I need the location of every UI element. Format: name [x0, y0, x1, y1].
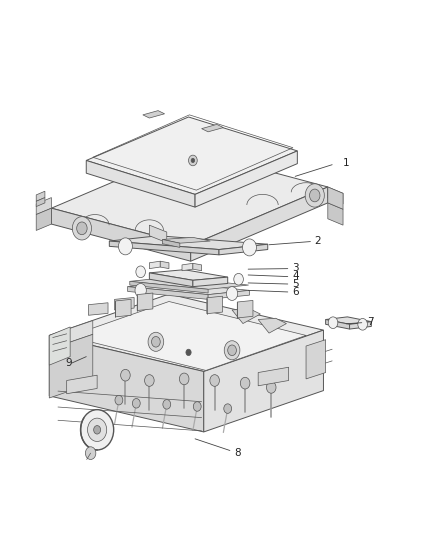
Circle shape	[152, 336, 160, 347]
Text: 2: 2	[315, 236, 321, 246]
Circle shape	[77, 222, 87, 235]
Polygon shape	[130, 277, 249, 289]
Circle shape	[310, 189, 320, 202]
Circle shape	[305, 184, 324, 207]
Polygon shape	[49, 334, 93, 398]
Polygon shape	[51, 150, 328, 245]
Text: 5: 5	[292, 279, 299, 289]
Text: 4: 4	[292, 271, 299, 281]
Polygon shape	[116, 300, 131, 317]
Text: 3: 3	[292, 263, 299, 273]
Circle shape	[163, 400, 171, 409]
Text: 1: 1	[343, 158, 350, 168]
Polygon shape	[110, 241, 219, 255]
Polygon shape	[328, 203, 343, 225]
Circle shape	[328, 317, 338, 328]
Polygon shape	[182, 263, 193, 271]
Circle shape	[358, 318, 367, 330]
Text: 6: 6	[292, 287, 299, 297]
Circle shape	[148, 332, 164, 351]
Polygon shape	[201, 124, 223, 132]
Polygon shape	[325, 317, 371, 324]
Circle shape	[72, 216, 92, 240]
Circle shape	[145, 375, 154, 386]
Polygon shape	[36, 208, 51, 230]
Polygon shape	[143, 111, 165, 118]
Text: 9: 9	[66, 358, 72, 368]
Circle shape	[188, 155, 197, 166]
Polygon shape	[328, 187, 343, 204]
Circle shape	[228, 345, 237, 356]
Circle shape	[85, 447, 96, 459]
Polygon shape	[162, 239, 180, 247]
Circle shape	[226, 287, 238, 301]
Polygon shape	[69, 302, 306, 370]
Polygon shape	[258, 318, 286, 333]
Circle shape	[234, 273, 244, 285]
Polygon shape	[49, 327, 70, 365]
Circle shape	[266, 382, 276, 393]
Polygon shape	[149, 273, 193, 287]
Polygon shape	[195, 151, 297, 207]
Polygon shape	[306, 340, 325, 379]
Polygon shape	[232, 309, 260, 324]
Polygon shape	[67, 375, 97, 394]
Circle shape	[240, 377, 250, 389]
Polygon shape	[219, 244, 268, 255]
Text: 7: 7	[367, 317, 374, 327]
Polygon shape	[325, 319, 350, 329]
Polygon shape	[193, 263, 201, 271]
Text: 8: 8	[234, 448, 241, 458]
Polygon shape	[350, 321, 371, 329]
Polygon shape	[115, 297, 134, 310]
Circle shape	[243, 239, 256, 256]
Circle shape	[94, 425, 101, 434]
Polygon shape	[36, 198, 51, 215]
Polygon shape	[86, 160, 195, 207]
Polygon shape	[208, 290, 250, 300]
Polygon shape	[36, 191, 45, 201]
Polygon shape	[137, 293, 153, 311]
Circle shape	[136, 266, 145, 278]
Polygon shape	[130, 281, 208, 293]
Circle shape	[132, 399, 140, 408]
Polygon shape	[49, 335, 204, 432]
Circle shape	[224, 341, 240, 360]
Polygon shape	[149, 261, 160, 269]
Circle shape	[193, 402, 201, 411]
Polygon shape	[127, 282, 250, 295]
Polygon shape	[51, 208, 191, 261]
Polygon shape	[193, 277, 228, 287]
Polygon shape	[191, 187, 328, 261]
Polygon shape	[207, 296, 223, 314]
Polygon shape	[36, 198, 45, 207]
Circle shape	[118, 238, 132, 255]
Polygon shape	[204, 330, 323, 432]
Circle shape	[191, 158, 194, 163]
Polygon shape	[49, 294, 323, 372]
Circle shape	[180, 373, 189, 385]
Polygon shape	[110, 236, 268, 249]
Circle shape	[88, 418, 107, 441]
Circle shape	[115, 395, 123, 405]
Polygon shape	[258, 367, 289, 386]
Circle shape	[81, 410, 114, 450]
Polygon shape	[86, 117, 297, 195]
Circle shape	[224, 404, 232, 414]
Polygon shape	[160, 261, 169, 269]
Polygon shape	[49, 320, 93, 349]
Circle shape	[135, 284, 146, 297]
Circle shape	[186, 349, 191, 356]
Polygon shape	[149, 270, 228, 280]
Polygon shape	[237, 301, 253, 318]
Polygon shape	[127, 287, 208, 300]
Polygon shape	[149, 225, 167, 243]
Polygon shape	[88, 303, 108, 316]
Polygon shape	[328, 187, 343, 209]
Circle shape	[210, 375, 219, 386]
Polygon shape	[162, 237, 210, 243]
Circle shape	[120, 369, 130, 381]
